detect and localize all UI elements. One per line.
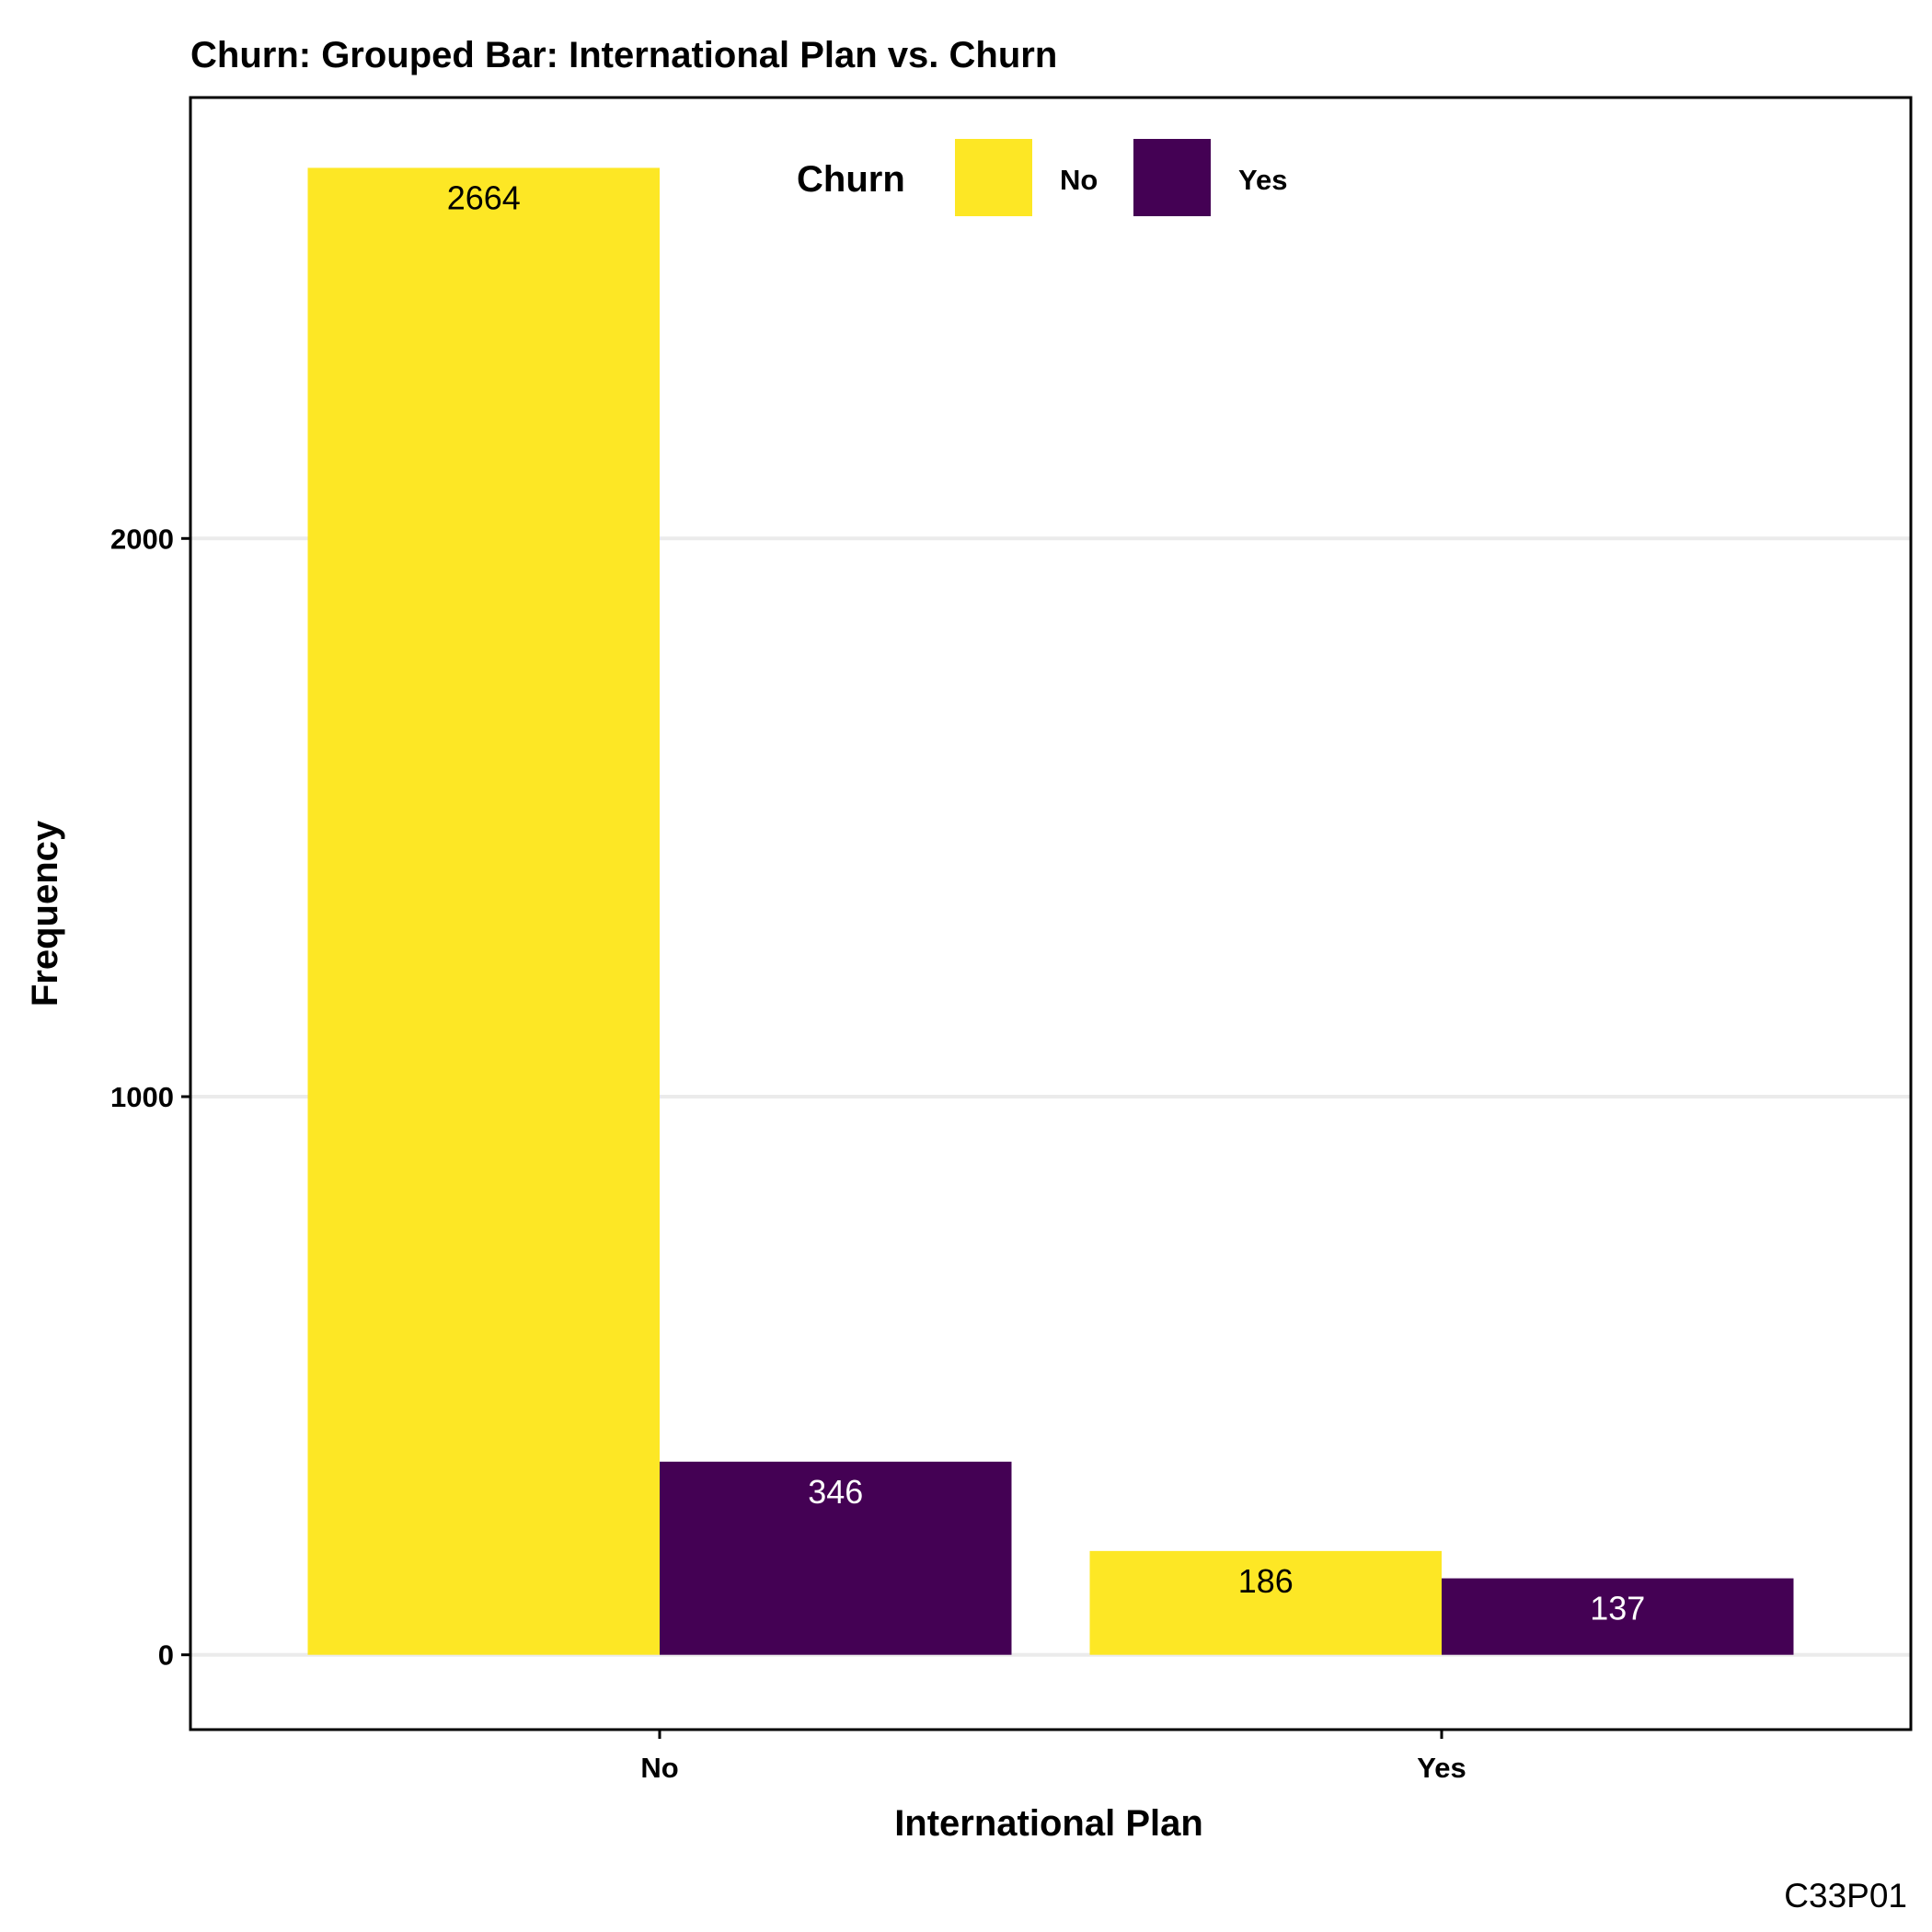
legend-label-yes: Yes (1238, 164, 1287, 196)
chart-title: Churn: Grouped Bar: International Plan v… (190, 35, 1057, 75)
plot-panel-border (189, 96, 1913, 1731)
x-axis-title: International Plan (894, 1803, 1203, 1844)
bar-yes-churn-yes (1442, 1578, 1794, 1655)
x-axis: No Yes (640, 1730, 1466, 1784)
x-tick-label-yes: Yes (1417, 1752, 1466, 1784)
y-tick-label-0: 0 (158, 1639, 174, 1672)
y-tick-label-1000: 1000 (110, 1081, 174, 1113)
x-tick-label-no: No (640, 1752, 678, 1784)
data-label-no-churn-no: 2664 (447, 178, 521, 216)
legend: Churn No Yes (797, 139, 1287, 216)
data-label-no-churn-yes: 346 (808, 1473, 863, 1511)
y-axis-title: Frequency (25, 820, 65, 1006)
data-label-yes-churn-yes: 137 (1590, 1590, 1645, 1627)
caption: C33P01 (1784, 1877, 1907, 1915)
bars (307, 167, 1794, 1655)
data-label-yes-churn-no: 186 (1238, 1562, 1294, 1600)
legend-key-no (955, 139, 1032, 216)
bar-yes-churn-no (1089, 1550, 1442, 1655)
y-tick-label-2000: 2000 (110, 523, 174, 555)
y-axis: 0 1000 2000 (110, 523, 190, 1672)
bar-no-churn-yes (660, 1461, 1012, 1655)
legend-label-no: No (1060, 164, 1098, 196)
legend-key-yes (1133, 139, 1211, 216)
legend-title: Churn (797, 159, 905, 200)
bar-no-churn-no (307, 167, 660, 1655)
bar-labels: 2664 346 186 137 (447, 178, 1646, 1627)
